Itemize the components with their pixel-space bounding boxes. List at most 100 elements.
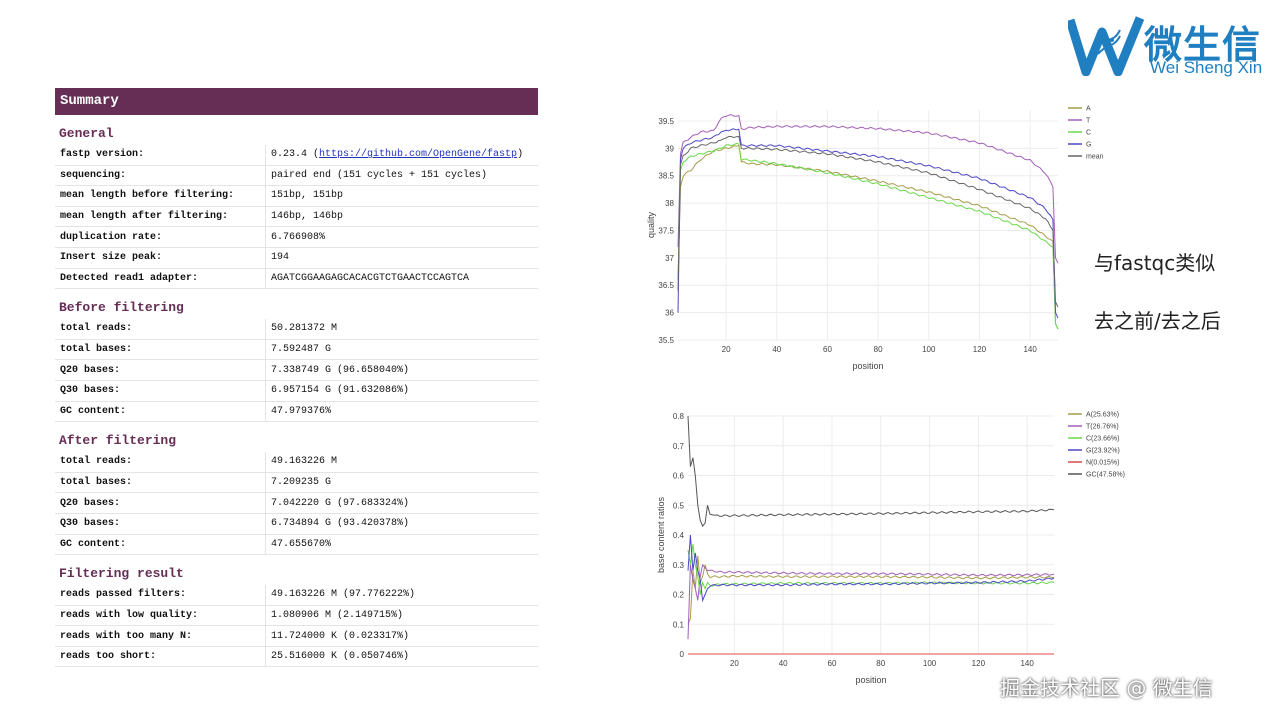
- row-key: fastp version:: [55, 145, 266, 166]
- table-row: reads with low quality: 1.080906 M (2.149…: [55, 605, 538, 627]
- series-line-3: [677, 142, 1059, 330]
- y-tick-label: 38.5: [658, 172, 674, 181]
- legend-entry[interactable]: G: [1086, 142, 1091, 149]
- table-row: reads with too many N: 11.724000 K (0.023…: [55, 625, 538, 647]
- table-row: reads too short: 25.516000 K (0.050746%): [55, 646, 538, 668]
- y-tick-label: 0.6: [673, 472, 685, 481]
- table-row: Q30 bases: 6.734894 G (93.420378%): [55, 513, 538, 535]
- legend-entry[interactable]: N(0.015%): [1086, 460, 1119, 467]
- table-row: Q20 bases: 7.338749 G (96.658040%): [55, 359, 538, 381]
- version-text: 0.23.4 (: [271, 149, 320, 161]
- x-tick-label: 60: [823, 345, 832, 354]
- fastp-github-link[interactable]: https://github.com/OpenGene/fastp: [319, 149, 518, 161]
- y-tick-label: 38: [665, 199, 674, 208]
- x-tick-label: 120: [972, 659, 986, 668]
- y-axis-label: quality: [646, 211, 656, 238]
- row-value: 151bp, 151bp: [265, 185, 538, 207]
- series-line-4: [677, 128, 1059, 319]
- y-tick-label: 37: [665, 254, 674, 263]
- table-row: total bases: 7.592487 G: [55, 339, 538, 361]
- legend-entry[interactable]: G(23.92%): [1086, 448, 1120, 455]
- x-tick-label: 20: [730, 659, 739, 668]
- y-tick-label: 36.5: [658, 281, 674, 290]
- table-row: fastp version: 0.23.4 (https://github.co…: [55, 145, 538, 166]
- section-title-before-filtering: Before filtering: [59, 300, 184, 316]
- legend-entry[interactable]: A(25.63%): [1086, 412, 1119, 419]
- series-line-6: [687, 415, 1055, 528]
- table-row: Insert size peak: 194: [55, 247, 538, 269]
- legend-entry[interactable]: C: [1086, 130, 1091, 137]
- row-value: 50.281372 M: [265, 319, 538, 340]
- row-value: 47.979376%: [265, 401, 538, 423]
- row-key: total reads:: [55, 319, 266, 340]
- y-tick-label: 0: [680, 650, 685, 659]
- legend-entry[interactable]: mean: [1086, 154, 1104, 161]
- row-value: 7.338749 G (96.658040%): [265, 359, 538, 381]
- row-key: duplication rate:: [55, 226, 266, 248]
- table-row: total bases: 7.209235 G: [55, 472, 538, 494]
- y-tick-label: 0.2: [673, 591, 685, 600]
- row-key: mean length after filtering:: [55, 206, 266, 228]
- row-key: reads passed filters:: [55, 585, 266, 606]
- row-key: total reads:: [55, 452, 266, 473]
- series-line-5: [677, 135, 1059, 308]
- x-tick-label: 80: [874, 345, 883, 354]
- table-row: total reads: 50.281372 M: [55, 319, 538, 340]
- section-title-after-filtering: After filtering: [59, 433, 177, 449]
- quality-chart: 20 40 60 80 100 120 140 35.5 36 36.5 37 37.5 38 38.5 3…: [646, 106, 1104, 372]
- row-key: reads with low quality:: [55, 605, 266, 627]
- x-tick-label: 100: [922, 345, 936, 354]
- legend-entry[interactable]: T: [1086, 118, 1091, 125]
- section-title-general: General: [59, 126, 114, 141]
- general-table: fastp version: 0.23.4 (https://github.co…: [55, 145, 538, 290]
- row-value: 7.042220 G (97.683324%): [265, 492, 538, 514]
- series-line-1: [687, 555, 1055, 625]
- row-value: 11.724000 K (0.023317%): [265, 625, 538, 647]
- row-value: 47.655670%: [265, 534, 538, 556]
- series-line-3: [687, 543, 1055, 595]
- table-row: reads passed filters: 49.163226 M (97.776…: [55, 585, 538, 606]
- row-key: total bases:: [55, 472, 266, 494]
- legend-entry[interactable]: A: [1086, 106, 1091, 113]
- table-row: Detected read1 adapter: AGATCGGAAGAGCACAC…: [55, 268, 538, 290]
- legend-entry[interactable]: T(26.76%): [1086, 424, 1119, 431]
- table-row: mean length after filtering: 146bp, 146bp: [55, 206, 538, 228]
- base-content-chart: 20 40 60 80 100 120 140 0 0.1 0.2 0.3 0.4 0.5 0.6 0.7 0…: [656, 412, 1125, 686]
- row-key: reads too short:: [55, 646, 266, 668]
- x-tick-label: 40: [779, 659, 788, 668]
- row-key: GC content:: [55, 401, 266, 423]
- after-filtering-table: total reads: 49.163226 M total bases: 7.20…: [55, 452, 538, 556]
- brand-logo: 微生信 Wei Sheng Xin: [1068, 12, 1274, 78]
- table-row: Q20 bases: 7.042220 G (97.683324%): [55, 492, 538, 514]
- legend-entry[interactable]: GC(47.58%): [1086, 472, 1125, 479]
- row-value: 0.23.4 (https://github.com/OpenGene/fast…: [265, 145, 538, 166]
- row-key: GC content:: [55, 534, 266, 556]
- note-before-after: 去之前/去之后: [1094, 309, 1221, 333]
- y-axis-label: base content ratios: [656, 496, 666, 573]
- row-value: 1.080906 M (2.149715%): [265, 605, 538, 627]
- y-tick-label: 39.5: [658, 117, 674, 126]
- y-tick-label: 0.3: [673, 561, 685, 570]
- brand-name-cn: 微生信: [1144, 23, 1262, 67]
- row-value: 25.516000 K (0.050746%): [265, 646, 538, 668]
- row-value: 6.957154 G (91.632086%): [265, 380, 538, 402]
- row-key: Detected read1 adapter:: [55, 268, 266, 290]
- y-tick-label: 0.5: [673, 501, 685, 510]
- row-value: 7.592487 G: [265, 339, 538, 361]
- x-tick-label: 20: [722, 345, 731, 354]
- fastp-summary-report: Summary General fastp version: 0.23.4 (h…: [55, 88, 538, 668]
- y-tick-label: 0.4: [673, 531, 685, 540]
- table-row: mean length before filtering: 151bp, 151b…: [55, 185, 538, 207]
- legend-entry[interactable]: C(23.66%): [1086, 436, 1119, 443]
- row-key: Q30 bases:: [55, 513, 266, 535]
- row-key: sequencing:: [55, 165, 266, 187]
- x-axis-label: position: [855, 675, 886, 685]
- table-row: GC content: 47.979376%: [55, 401, 538, 423]
- x-tick-label: 40: [772, 345, 781, 354]
- x-tick-label: 100: [923, 659, 937, 668]
- y-tick-label: 0.8: [673, 412, 685, 421]
- table-row: duplication rate: 6.766908%: [55, 226, 538, 248]
- filtering-result-table: reads passed filters: 49.163226 M (97.776…: [55, 585, 538, 668]
- x-tick-label: 120: [973, 345, 987, 354]
- before-filtering-table: total reads: 50.281372 M total bases: 7.59…: [55, 319, 538, 423]
